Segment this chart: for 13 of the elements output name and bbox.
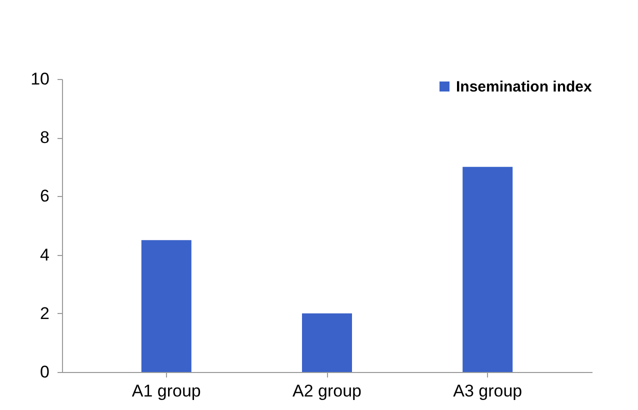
bar <box>302 313 352 372</box>
y-tick-label: 0 <box>40 362 50 382</box>
x-tick-label: A3 group <box>453 382 522 400</box>
x-tick-label: A2 group <box>292 382 362 400</box>
y-tick-label: 4 <box>40 245 50 264</box>
y-tick-label: 10 <box>30 70 50 88</box>
y-tick-label: 2 <box>40 304 50 323</box>
bar <box>462 166 513 372</box>
y-tick-label: 6 <box>40 186 50 206</box>
x-tick-label: A1 group <box>132 382 201 400</box>
bar <box>141 240 192 372</box>
legend-label: Insemination index <box>456 78 593 96</box>
y-tick-label: 8 <box>40 128 50 148</box>
